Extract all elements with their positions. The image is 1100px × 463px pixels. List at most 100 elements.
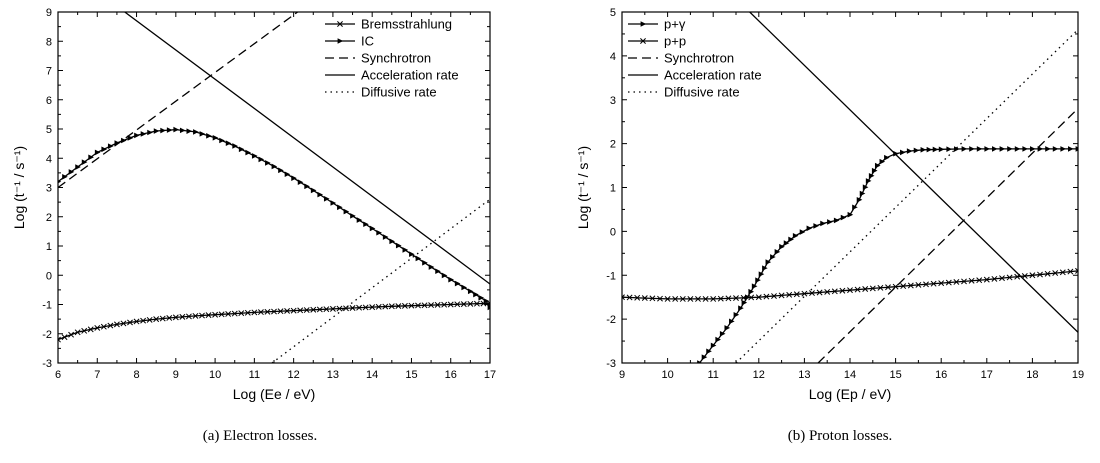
data-point <box>356 304 363 311</box>
data-point <box>185 313 192 320</box>
data-point <box>291 175 297 181</box>
data-point <box>257 309 264 316</box>
data-point <box>824 288 831 295</box>
data-point <box>147 129 153 136</box>
data-point <box>323 306 330 313</box>
data-point <box>68 331 75 338</box>
data-point <box>461 284 468 291</box>
data-point <box>186 128 193 134</box>
data-point <box>847 211 854 218</box>
data-point <box>865 178 872 184</box>
series-synchrotron <box>58 12 298 189</box>
y-tick-label: 5 <box>46 124 52 136</box>
data-point <box>856 196 863 203</box>
data-point <box>755 294 762 301</box>
data-point <box>107 322 114 329</box>
data-point <box>725 295 732 302</box>
data-point <box>778 292 785 299</box>
y-tick-label: 5 <box>610 7 616 19</box>
data-point <box>710 295 717 302</box>
series-line-bremsstrahlung <box>58 302 490 341</box>
data-point <box>874 162 881 169</box>
data-point <box>94 149 101 156</box>
data-point <box>976 277 983 284</box>
data-point <box>310 306 317 313</box>
data-point <box>284 171 291 178</box>
series-line-acceleration-rate <box>749 12 1078 333</box>
data-point <box>74 329 81 336</box>
data-point <box>1068 146 1074 152</box>
data-point <box>946 146 952 152</box>
data-point <box>448 276 454 283</box>
data-point <box>363 221 369 228</box>
data-point <box>938 146 945 153</box>
data-point <box>733 311 740 318</box>
data-point <box>473 300 480 307</box>
data-point <box>999 146 1006 152</box>
data-point <box>763 293 770 300</box>
data-point <box>717 295 724 302</box>
data-point <box>1014 146 1021 152</box>
y-tick-label: 3 <box>46 183 52 195</box>
data-point <box>382 303 389 310</box>
data-point <box>852 204 858 211</box>
data-point <box>877 284 884 291</box>
data-point <box>932 146 939 153</box>
data-point <box>402 247 409 253</box>
data-point <box>868 173 875 179</box>
data-point <box>434 301 441 308</box>
data-point <box>81 327 88 334</box>
data-point <box>724 325 731 331</box>
x-tick-label: 10 <box>661 369 673 381</box>
y-tick-label: -3 <box>42 358 52 370</box>
data-point <box>1029 272 1036 279</box>
data-point <box>679 295 686 302</box>
series-acceleration-rate <box>749 12 1078 333</box>
data-point <box>330 200 337 206</box>
data-point <box>146 316 153 323</box>
data-point <box>218 311 225 318</box>
x-tick-label: 8 <box>133 369 139 381</box>
data-point <box>101 146 108 153</box>
data-point <box>695 295 701 302</box>
data-point <box>1022 146 1028 152</box>
x-tick-label: 15 <box>405 369 417 381</box>
data-point <box>701 354 708 360</box>
y-tick-label: 0 <box>46 270 52 282</box>
legend-label: Acceleration rate <box>664 68 762 83</box>
data-point <box>173 126 180 133</box>
data-point <box>382 234 389 240</box>
data-point <box>1075 267 1078 274</box>
data-point <box>473 291 479 298</box>
y-tick-label: 9 <box>46 7 52 19</box>
data-point <box>140 317 147 324</box>
data-point <box>160 127 166 134</box>
legend-label: Acceleration rate <box>361 68 459 83</box>
data-point <box>820 220 826 227</box>
data-point <box>68 169 75 175</box>
data-point <box>961 278 967 285</box>
data-point <box>786 291 793 298</box>
data-point <box>783 240 790 246</box>
data-point <box>765 259 772 265</box>
data-point <box>212 311 219 318</box>
series-line-diffusive-rate <box>271 198 490 363</box>
data-point <box>238 146 245 153</box>
data-point <box>113 321 120 328</box>
data-point <box>264 308 271 315</box>
data-point <box>862 286 869 292</box>
data-point <box>199 312 205 319</box>
y-tick-label: 6 <box>46 95 52 107</box>
data-point <box>337 204 343 211</box>
y-tick-label: 7 <box>46 66 52 78</box>
data-point <box>483 298 490 304</box>
data-point <box>1045 146 1051 152</box>
data-point <box>969 146 975 152</box>
data-point <box>771 293 777 299</box>
legend-label: Synchrotron <box>664 51 734 66</box>
data-point <box>329 305 336 312</box>
data-point <box>454 280 461 287</box>
figure-caption: (b) Proton losses. <box>788 428 893 444</box>
data-point <box>58 180 62 184</box>
